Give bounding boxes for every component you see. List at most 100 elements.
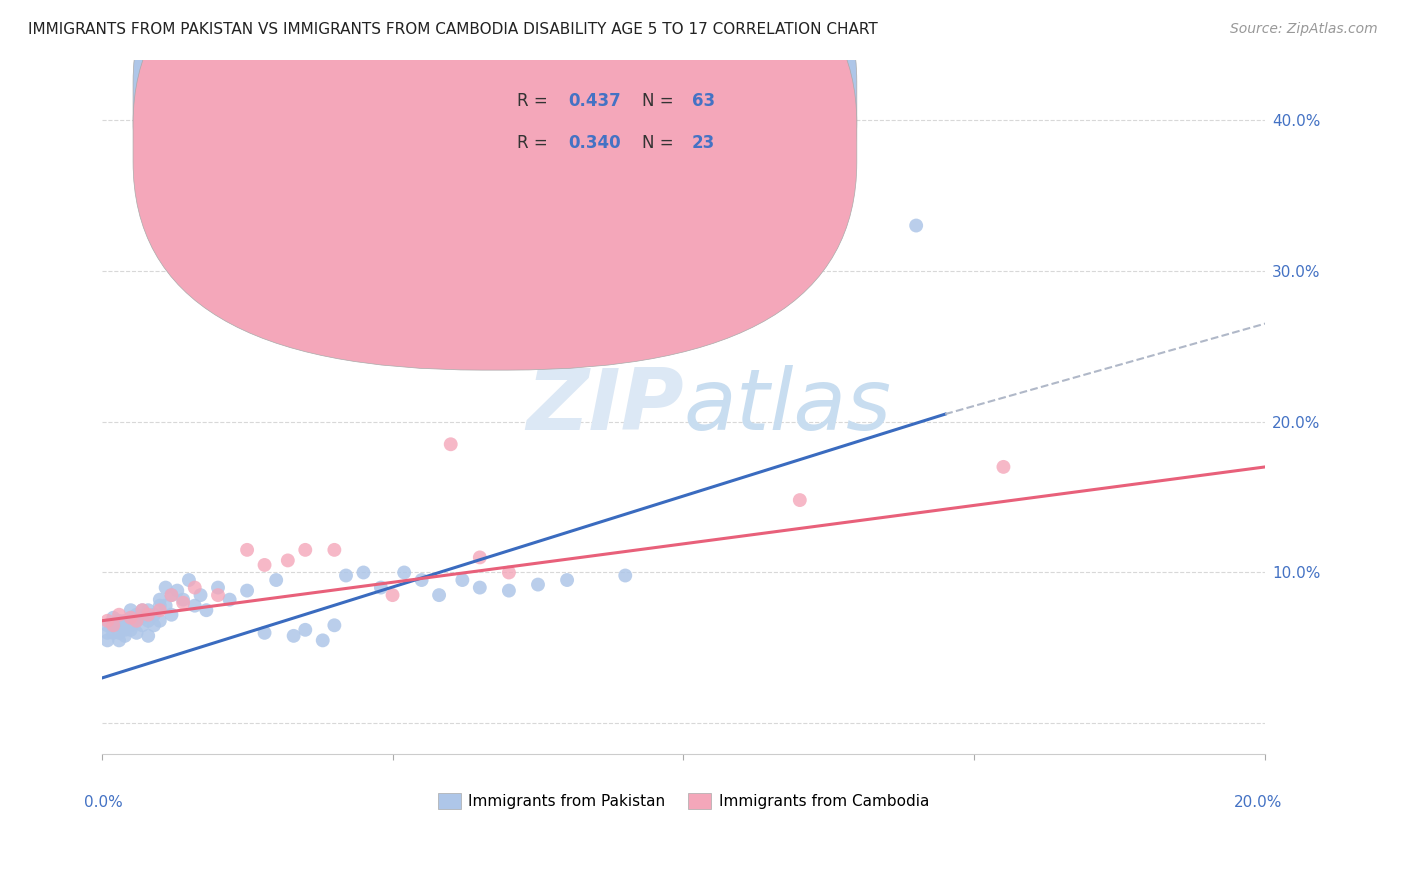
Legend: Immigrants from Pakistan, Immigrants from Cambodia: Immigrants from Pakistan, Immigrants fro… — [432, 787, 935, 815]
Point — [312, 633, 335, 648]
Point — [264, 573, 287, 587]
Point — [96, 614, 118, 628]
Text: R =: R = — [517, 92, 553, 111]
Text: atlas: atlas — [683, 365, 891, 448]
Point — [103, 618, 125, 632]
Point — [993, 459, 1015, 474]
FancyBboxPatch shape — [134, 0, 856, 370]
Point — [131, 603, 153, 617]
Point — [177, 573, 200, 587]
Point — [120, 603, 142, 617]
Point — [114, 623, 136, 637]
Point — [114, 614, 136, 628]
Point — [184, 599, 207, 613]
Point — [335, 568, 357, 582]
Point — [283, 629, 305, 643]
Point — [294, 542, 316, 557]
Text: R =: R = — [517, 134, 553, 152]
Text: ZIP: ZIP — [526, 365, 683, 448]
Point — [143, 607, 166, 622]
Text: 23: 23 — [692, 134, 714, 152]
Text: 0.340: 0.340 — [568, 134, 621, 152]
Point — [527, 577, 550, 591]
Point — [172, 592, 194, 607]
Point — [149, 599, 172, 613]
Point — [353, 566, 375, 580]
Point — [136, 614, 159, 628]
Point — [236, 583, 259, 598]
Point — [136, 629, 159, 643]
Point — [125, 614, 148, 628]
Text: 20.0%: 20.0% — [1234, 795, 1282, 810]
Point — [207, 588, 229, 602]
Point — [253, 625, 276, 640]
Point — [136, 607, 159, 622]
Text: Source: ZipAtlas.com: Source: ZipAtlas.com — [1230, 22, 1378, 37]
Point — [114, 629, 136, 643]
Point — [184, 581, 207, 595]
Point — [160, 588, 183, 602]
Point — [392, 566, 415, 580]
Point — [172, 596, 194, 610]
Y-axis label: Disability Age 5 to 17: Disability Age 5 to 17 — [0, 325, 7, 489]
Point — [108, 614, 131, 628]
Point — [125, 625, 148, 640]
Text: 0.0%: 0.0% — [84, 795, 122, 810]
Point — [614, 568, 637, 582]
Point — [323, 542, 346, 557]
Point — [131, 611, 153, 625]
Point — [427, 588, 450, 602]
Point — [108, 607, 131, 622]
Text: N =: N = — [641, 134, 679, 152]
Point — [149, 603, 172, 617]
Point — [370, 581, 392, 595]
Point — [155, 581, 177, 595]
Point — [131, 618, 153, 632]
Point — [207, 581, 229, 595]
Point — [103, 625, 125, 640]
Text: N =: N = — [641, 92, 679, 111]
Point — [166, 583, 188, 598]
Point — [440, 437, 463, 451]
Text: IMMIGRANTS FROM PAKISTAN VS IMMIGRANTS FROM CAMBODIA DISABILITY AGE 5 TO 17 CORR: IMMIGRANTS FROM PAKISTAN VS IMMIGRANTS F… — [28, 22, 877, 37]
Point — [125, 614, 148, 628]
Point — [149, 614, 172, 628]
Point — [108, 633, 131, 648]
Point — [498, 583, 520, 598]
Point — [120, 623, 142, 637]
Point — [103, 618, 125, 632]
Point — [277, 553, 299, 567]
Point — [323, 618, 346, 632]
Point — [294, 623, 316, 637]
Point — [120, 611, 142, 625]
Point — [253, 558, 276, 572]
Point — [905, 219, 928, 233]
Text: 63: 63 — [692, 92, 714, 111]
Point — [96, 633, 118, 648]
Point — [108, 618, 131, 632]
Point — [195, 603, 218, 617]
Point — [125, 607, 148, 622]
Point — [411, 573, 433, 587]
Point — [160, 588, 183, 602]
FancyBboxPatch shape — [463, 73, 823, 178]
Point — [468, 581, 491, 595]
Point — [120, 618, 142, 632]
Point — [160, 607, 183, 622]
Point — [143, 618, 166, 632]
Point — [120, 611, 142, 625]
FancyBboxPatch shape — [134, 0, 856, 328]
Point — [236, 542, 259, 557]
Point — [108, 625, 131, 640]
Point — [149, 592, 172, 607]
Point — [468, 550, 491, 565]
Point — [218, 592, 240, 607]
Point — [96, 618, 118, 632]
Point — [96, 625, 118, 640]
Point — [136, 603, 159, 617]
Point — [131, 603, 153, 617]
Point — [190, 588, 212, 602]
Point — [451, 573, 474, 587]
Point — [555, 573, 578, 587]
Point — [381, 588, 404, 602]
